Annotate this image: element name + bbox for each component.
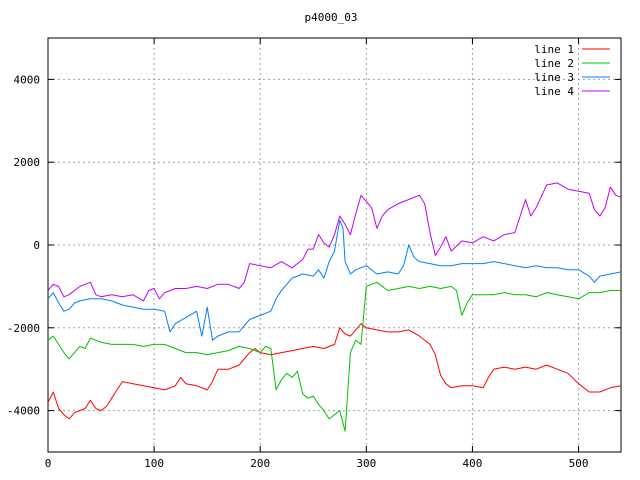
legend-label-4: line 4 [534,85,574,98]
series-line-4 [47,182,622,302]
y-tick-label: -4000 [7,405,40,418]
y-tick-label: -2000 [7,322,40,335]
series-line-1 [47,323,622,420]
series-line-3 [47,219,622,341]
grid-lines [48,38,621,452]
legend-label-2: line 2 [534,57,574,70]
x-tick-label: 300 [356,457,376,470]
y-tick-label: 0 [33,239,40,252]
x-tick-label: 200 [250,457,270,470]
axis-ticks: 0 100 200 300 400 500 -4000 -2000 0 2000 4000 [7,38,621,470]
x-tick-label: 0 [45,457,52,470]
y-tick-label: 4000 [14,73,41,86]
y-tick-label: 2000 [14,156,41,169]
legend-label-3: line 3 [534,71,574,84]
series-line-2 [47,281,621,432]
x-tick-label: 100 [144,457,164,470]
series-layer [47,182,622,432]
x-tick-label: 400 [463,457,483,470]
legend-label-1: line 1 [534,43,574,56]
x-tick-label: 500 [569,457,589,470]
chart-title: p4000_03 [305,11,358,24]
